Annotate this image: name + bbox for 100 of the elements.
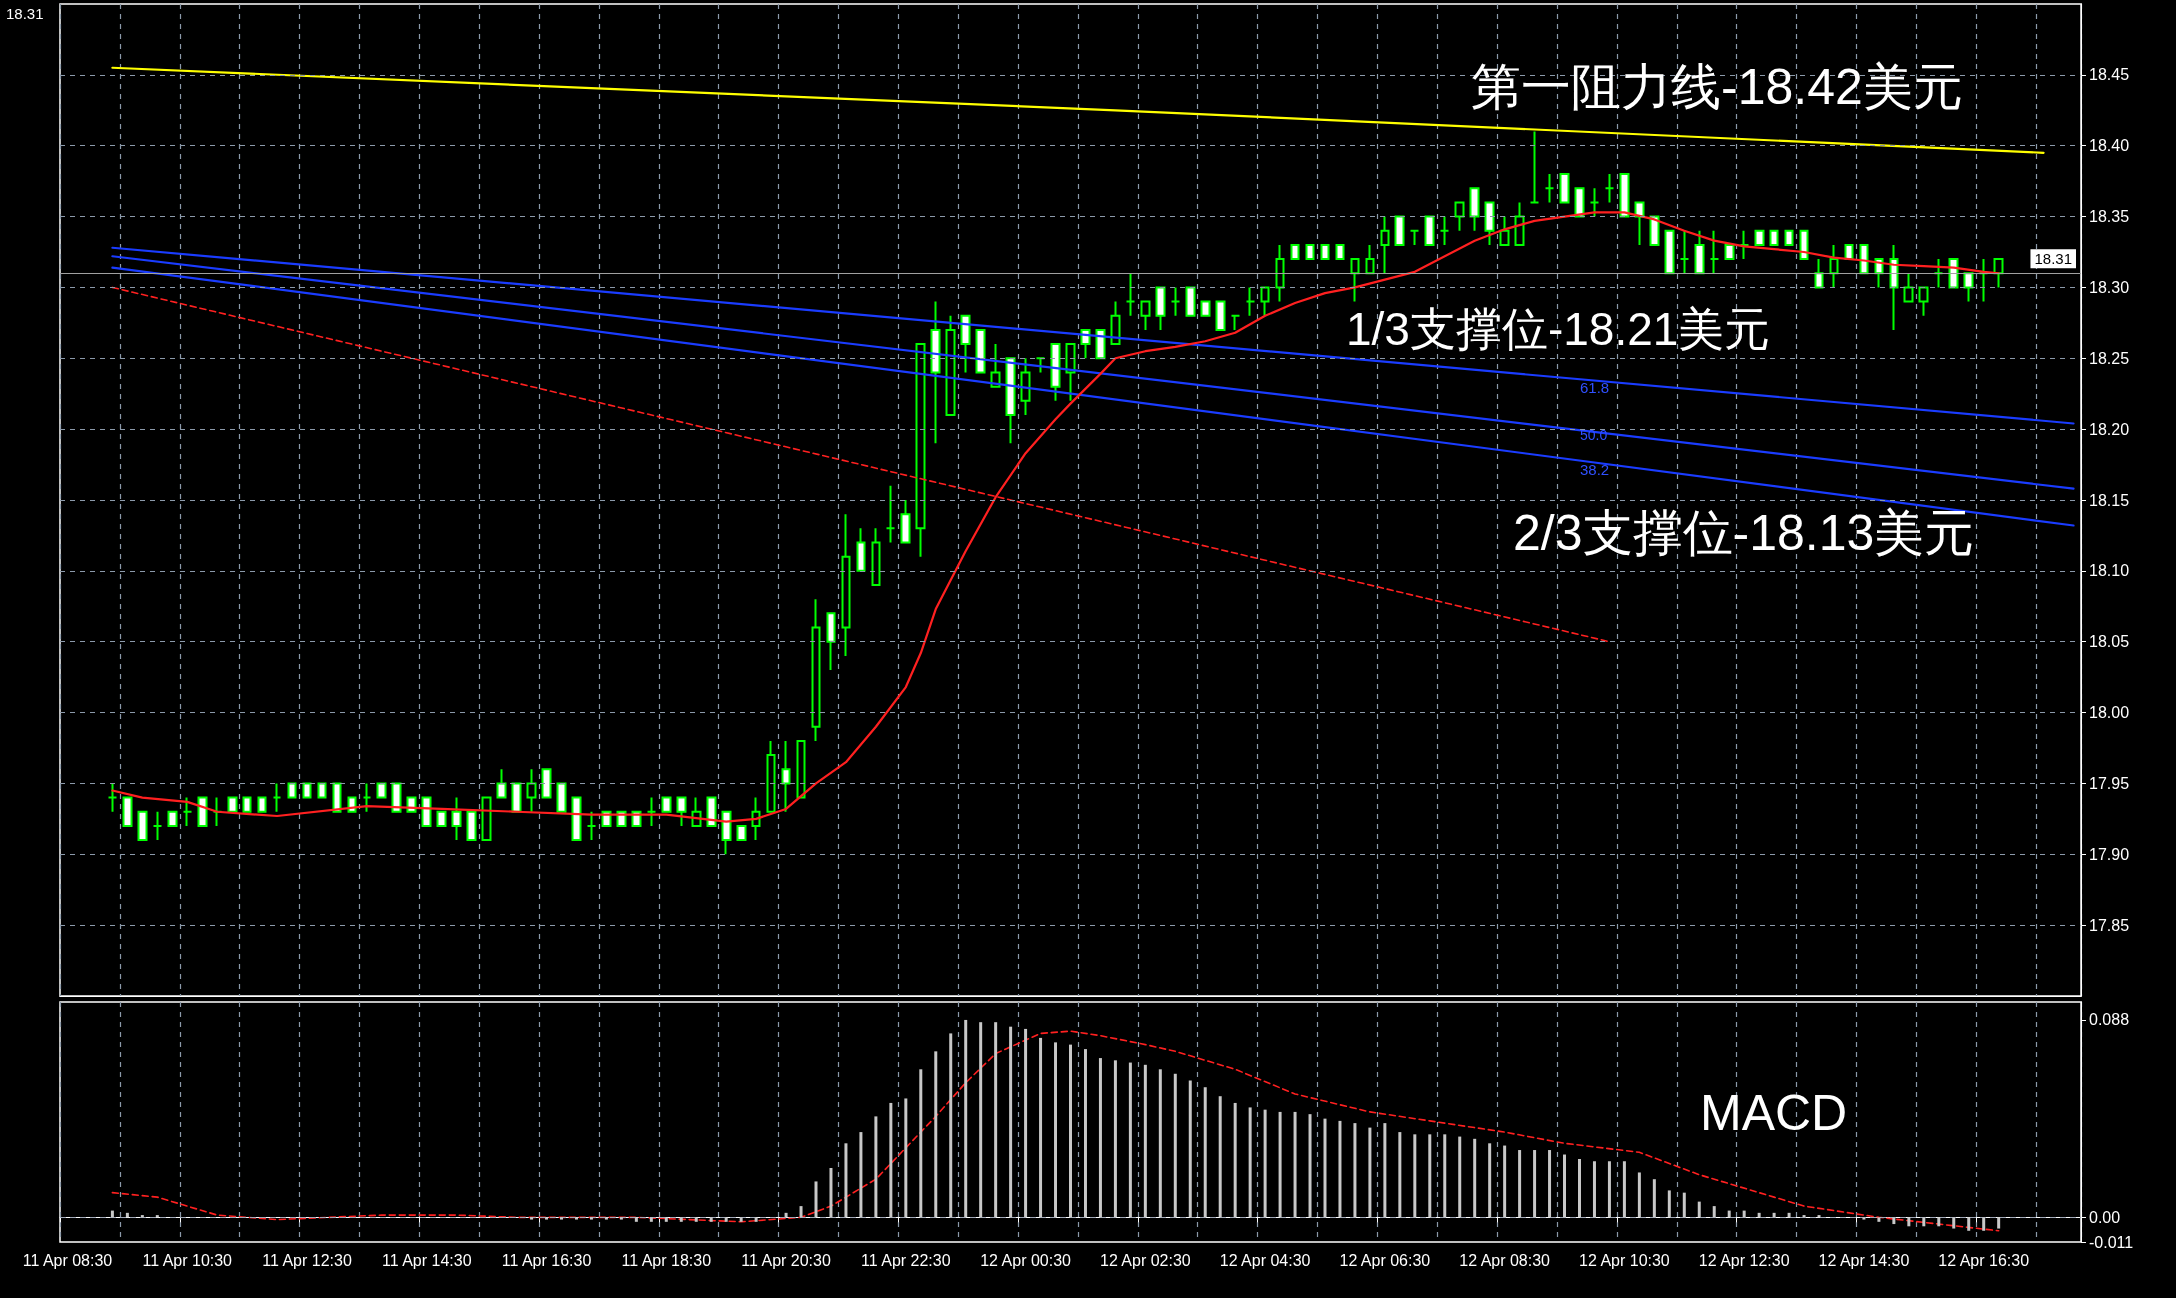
x-tick-label: 11 Apr 08:30 — [22, 1251, 113, 1269]
candlestick — [362, 782, 372, 813]
candlestick — [1215, 300, 1226, 331]
bar — [1083, 1049, 1087, 1218]
y-tick-label: 18.10 — [2089, 562, 2130, 580]
bar — [784, 1212, 788, 1218]
annotation: 1/3支撑位-18.21美元 — [1346, 303, 1771, 355]
bar — [949, 1033, 953, 1218]
bar — [1473, 1138, 1477, 1218]
x-tick-label: 12 Apr 04:30 — [1219, 1251, 1311, 1269]
bar — [1907, 1217, 1911, 1227]
x-tick-label: 12 Apr 06:30 — [1339, 1251, 1431, 1269]
candlestick — [885, 484, 896, 544]
bar — [1877, 1217, 1881, 1222]
candlestick — [1230, 314, 1241, 331]
bar — [904, 1098, 908, 1218]
bar — [1592, 1161, 1596, 1218]
candlestick — [1260, 286, 1270, 317]
bar — [889, 1102, 893, 1218]
candlestick — [930, 300, 941, 445]
bar — [1158, 1069, 1162, 1218]
candlestick — [1350, 258, 1360, 303]
candlestick — [736, 824, 747, 842]
candlestick — [1439, 215, 1450, 246]
candlestick — [1380, 215, 1390, 275]
annotation: 2/3支撑位-18.13美元 — [1513, 505, 1975, 561]
candlestick — [556, 782, 567, 813]
bar — [1218, 1096, 1222, 1218]
bar — [814, 1181, 818, 1218]
bar — [545, 1217, 549, 1220]
candlestick — [1305, 243, 1315, 261]
candlestick — [975, 328, 986, 374]
bar — [1548, 1150, 1552, 1218]
bar — [964, 1019, 968, 1218]
candlestick — [781, 739, 791, 813]
candlestick — [391, 782, 402, 813]
candlestick — [915, 343, 926, 558]
x-tick-label: 11 Apr 16:30 — [501, 1251, 592, 1269]
bar — [1443, 1134, 1447, 1218]
candlestick — [1619, 173, 1630, 218]
candlestick — [990, 343, 1001, 388]
candlestick — [1709, 229, 1720, 275]
bar — [1039, 1037, 1043, 1218]
candlestick — [287, 782, 297, 799]
candlestick — [586, 810, 597, 842]
bar — [1293, 1111, 1297, 1218]
bar — [829, 1167, 833, 1218]
y-tick-label: 18.35 — [2089, 208, 2130, 226]
y-tick-label: 18.40 — [2089, 137, 2130, 155]
bar — [589, 1217, 593, 1220]
y-tick-label: 18.00 — [2089, 704, 2130, 722]
candlestick — [137, 810, 148, 842]
candlestick — [1993, 258, 2004, 289]
candlestick — [1903, 272, 1914, 303]
line-series — [111, 1030, 2000, 1232]
bar — [754, 1217, 758, 1222]
candlestick — [242, 796, 252, 813]
bar — [1937, 1217, 1941, 1227]
candlestick — [960, 314, 971, 374]
x-tick-label: 11 Apr 22:30 — [861, 1251, 951, 1269]
candlestick — [1679, 229, 1690, 275]
annotation: 61.8 — [1580, 379, 1610, 396]
x-tick-label: 12 Apr 10:30 — [1579, 1251, 1670, 1269]
y-tick-label: 18.25 — [2089, 349, 2130, 367]
candlestick — [1454, 201, 1465, 232]
bar — [1024, 1028, 1028, 1218]
bar — [1503, 1145, 1507, 1218]
bar — [1188, 1080, 1192, 1218]
x-tick-label: 11 Apr 14:30 — [381, 1251, 472, 1269]
bar — [844, 1143, 848, 1218]
x-tick-label: 12 Apr 16:30 — [1938, 1251, 2030, 1269]
candlestick — [1140, 300, 1151, 331]
bar — [1742, 1210, 1746, 1218]
candlestick — [421, 796, 432, 827]
y-tick-label: 17.95 — [2089, 774, 2130, 792]
bar — [1488, 1143, 1492, 1218]
candlestick — [466, 810, 477, 842]
bar — [1862, 1217, 1866, 1220]
candlestick — [1484, 201, 1495, 246]
candlestick — [1275, 243, 1285, 303]
bar — [1203, 1087, 1207, 1218]
y-tick-label: 18.30 — [2089, 278, 2130, 296]
bar — [1323, 1118, 1327, 1218]
candlestick — [1784, 229, 1794, 246]
candlestick — [376, 782, 387, 799]
candlestick — [1365, 243, 1375, 275]
bar — [1518, 1150, 1522, 1218]
candlestick — [1799, 229, 1809, 261]
candlestick — [646, 796, 657, 827]
candlestick — [1589, 187, 1600, 218]
candlestick — [1095, 328, 1106, 360]
candlestick — [1185, 286, 1196, 317]
bar — [1682, 1192, 1686, 1218]
candlestick — [1859, 243, 1869, 275]
bar — [1772, 1212, 1776, 1218]
bar — [1577, 1159, 1581, 1218]
bar — [1308, 1114, 1312, 1218]
bar — [1113, 1060, 1117, 1218]
candlestick — [227, 796, 238, 813]
y-tick-label: 0.00 — [2089, 1208, 2121, 1226]
